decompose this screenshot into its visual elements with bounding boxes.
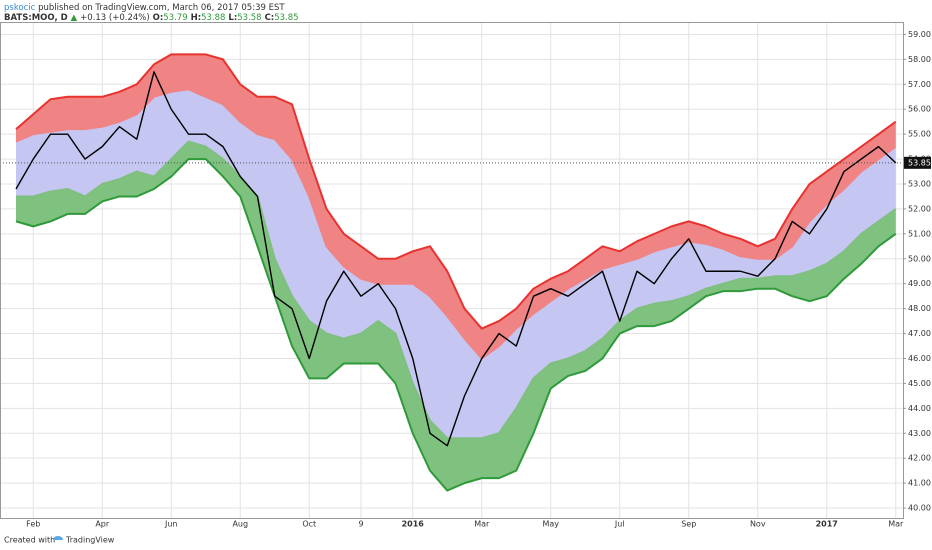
- close: 53.85: [274, 13, 298, 23]
- close-label: C:: [265, 13, 275, 23]
- x-tick-label: Oct: [302, 520, 316, 529]
- change: +0.13 (+0.24%): [80, 13, 150, 23]
- x-tick-label: Nov: [750, 520, 766, 529]
- y-tick-label: 46.00: [908, 354, 931, 363]
- y-tick-label: 52.00: [908, 204, 931, 213]
- x-tick-label: 2017: [816, 520, 838, 529]
- x-tick-label: May: [542, 520, 559, 529]
- open: 53.79: [163, 13, 187, 23]
- quote-line: BATS:MOO, D ▲ +0.13 (+0.24%) O:53.79 H:5…: [4, 13, 299, 23]
- y-tick-label: 50.00: [908, 254, 931, 263]
- low-label: L:: [228, 13, 237, 23]
- x-tick-label: Mar: [474, 520, 490, 529]
- y-tick-label: 58.00: [908, 55, 931, 64]
- created-with: Created with: [4, 536, 55, 545]
- x-tick-label: Mar: [888, 520, 904, 529]
- x-tick-label: Sep: [681, 520, 696, 529]
- y-tick-label: 47.00: [908, 329, 931, 338]
- x-tick-label: Jun: [164, 520, 178, 529]
- y-tick-label: 44.00: [908, 404, 931, 413]
- y-tick-label: 43.00: [908, 429, 931, 438]
- open-label: O:: [153, 13, 164, 23]
- y-tick-label: 55.00: [908, 130, 931, 139]
- band-line: [15, 88, 897, 360]
- y-tick-label: 59.00: [908, 30, 931, 39]
- brand[interactable]: TradingView: [65, 536, 115, 545]
- y-tick-label: 51.00: [908, 229, 931, 238]
- y-tick-label: 56.00: [908, 105, 931, 114]
- brand-icon: [53, 536, 63, 540]
- low: 53.58: [237, 13, 261, 23]
- plot: [0, 22, 903, 518]
- published: published on TradingView.com, March 06, …: [38, 3, 285, 13]
- band-fill: [16, 89, 896, 439]
- price-line: [15, 71, 897, 447]
- y-tick-label: 57.00: [908, 80, 931, 89]
- high: 53.88: [201, 13, 225, 23]
- band-line: [16, 140, 897, 440]
- arrow: ▲: [71, 13, 78, 23]
- y-tick-label: 41.00: [908, 479, 931, 488]
- symbol: BATS:MOO, D: [4, 13, 68, 23]
- band-line: [15, 53, 897, 330]
- x-tick-label: Feb: [26, 520, 40, 529]
- last-price-tag: [904, 156, 931, 169]
- plot-frame: [0, 22, 904, 519]
- y-tick-label: 42.00: [908, 454, 931, 463]
- y-tick-label: 53.00: [908, 180, 931, 189]
- high-label: H:: [191, 13, 202, 23]
- x-tick-label: Apr: [95, 520, 110, 529]
- x-tick-label: Jul: [614, 520, 625, 529]
- y-tick-label: 40.00: [908, 504, 931, 513]
- x-tick-label: Aug: [232, 520, 248, 529]
- band-fill: [16, 54, 896, 359]
- band-line: [15, 158, 897, 492]
- y-tick-label: 48.00: [908, 304, 931, 313]
- y-tick-label: 49.00: [908, 279, 931, 288]
- x-tick-label: 9: [358, 520, 363, 529]
- author: pskocic: [4, 3, 36, 13]
- header-line: pskocic published on TradingView.com, Ma…: [4, 3, 285, 13]
- y-tick-label: 45.00: [908, 379, 931, 388]
- last-price-label: 53.85: [908, 158, 931, 167]
- x-tick-label: 2016: [402, 520, 425, 529]
